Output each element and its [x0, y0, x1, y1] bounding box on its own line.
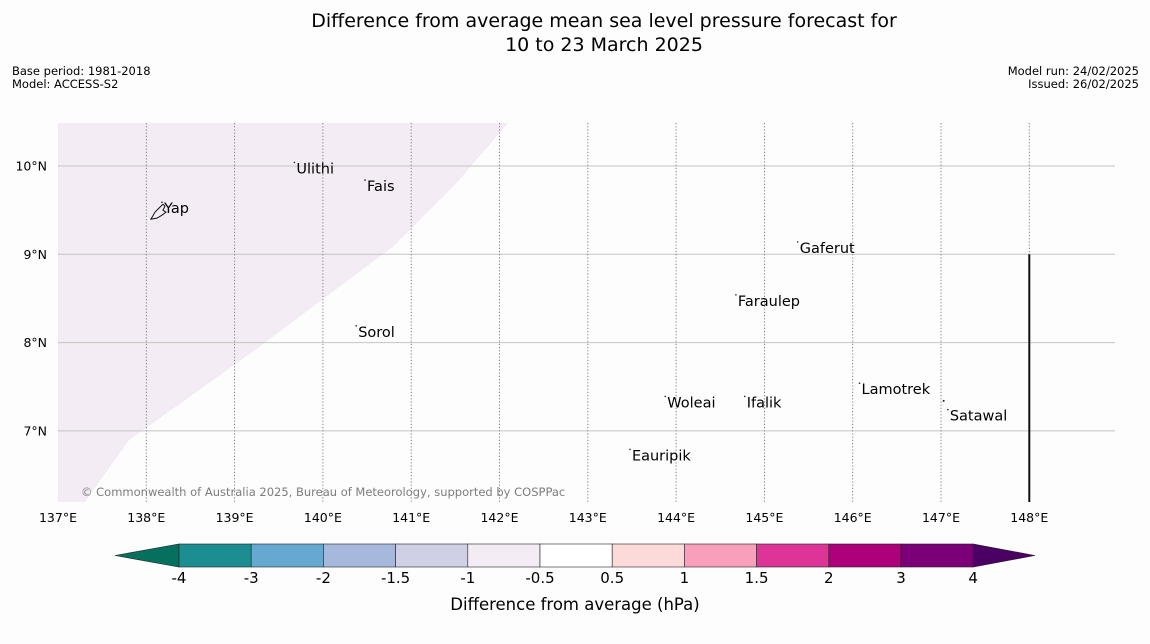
model-run-text: Model run: 24/02/2025: [1007, 64, 1139, 78]
colorbar: -4 -3 -2 -1.5 -1 -0.5 0.5 1 1.5 2 3 4 Difference fro…: [114, 543, 1036, 614]
place-label: Gaferut: [800, 241, 855, 257]
place-label: Yap: [163, 201, 189, 217]
lon-tick-label: 140°E: [304, 510, 342, 525]
shaded-anomaly-region: [58, 123, 508, 502]
colorbar-bin: [828, 543, 902, 568]
colorbar-bin: [900, 543, 974, 568]
lon-tick-label: 139°E: [216, 510, 254, 525]
colorbar-tick-label: -1.5: [381, 569, 410, 587]
colorbar-tick-label: -3: [244, 569, 259, 587]
island-dot: [858, 382, 861, 384]
colorbar-tick-label: -2: [316, 569, 331, 587]
colorbar-extend-high: [972, 543, 1036, 568]
colorbar-bin: [178, 543, 252, 568]
island-dot: [947, 408, 949, 411]
place-label: Satawal: [950, 409, 1007, 425]
lat-tick-label: 7°N: [23, 423, 47, 438]
place-label: Ifalik: [747, 395, 782, 411]
colorbar-bin: [467, 543, 541, 568]
colorbar-bin: [323, 543, 396, 568]
colorbar-bin: [395, 543, 469, 568]
yap-island-shape: [150, 203, 167, 220]
colorbar-tick-label: 0.5: [600, 569, 624, 587]
colorbar-bin: [250, 543, 324, 568]
title-line-1: Difference from average mean sea level p…: [311, 10, 897, 32]
island-dot: [364, 179, 366, 181]
lon-tick-label: 144°E: [657, 510, 695, 525]
place-label: Lamotrek: [862, 382, 931, 398]
base-period-text: Base period: 1981-2018: [12, 64, 151, 78]
place-label: Woleai: [667, 395, 715, 411]
island-dot: [629, 448, 631, 451]
colorbar-title: Difference from average (hPa): [450, 595, 699, 614]
lat-tick-label: 8°N: [23, 335, 47, 350]
colorbar-tick-label: -1: [460, 569, 475, 587]
chart-title: Difference from average mean sea level p…: [0, 9, 1150, 57]
island-dot: [796, 241, 799, 243]
lon-tick-label: 141°E: [392, 510, 430, 525]
lat-tick-label: 10°N: [15, 159, 47, 174]
island-dot: [664, 395, 667, 398]
island-dot: [293, 161, 296, 164]
place-label: Faraulep: [738, 294, 800, 310]
colorbar-tick-label: 2: [824, 569, 834, 587]
place-label: Eauripik: [632, 448, 691, 464]
place-label: Fais: [367, 179, 394, 195]
colorbar-tick-label: 3: [896, 569, 906, 587]
issued-text: Issued: 26/02/2025: [1028, 77, 1139, 91]
lat-tick-label: 9°N: [23, 247, 47, 262]
place-label: Ulithi: [296, 161, 334, 177]
meta-right: Model run: 24/02/2025 Issued: 26/02/2025: [1008, 65, 1139, 91]
island-dot: [743, 395, 746, 398]
model-text: Model: ACCESS-S2: [12, 77, 119, 91]
island-dot: [161, 201, 163, 203]
lon-tick-label: 143°E: [569, 510, 607, 525]
lon-tick-label: 138°E: [127, 510, 165, 525]
lon-tick-label: 146°E: [834, 510, 872, 525]
lon-tick-label: 148°E: [1010, 510, 1048, 525]
copyright-text: © Commonwealth of Australia 2025, Bureau…: [81, 485, 565, 499]
lon-tick-label: 137°E: [39, 510, 77, 525]
colorbar-tick-label: 1.5: [745, 569, 769, 587]
lon-tick-label: 145°E: [745, 510, 783, 525]
colorbar-tick-label: -0.5: [525, 569, 554, 587]
lon-tick-label: 142°E: [480, 510, 518, 525]
colorbar-bin: [684, 543, 757, 568]
colorbar-tick-label: -4: [172, 569, 187, 587]
colorbar-bin: [611, 543, 685, 568]
map-plot-area: Yap Ulithi Fais Sorol Gaferut Faraulep Woleai I…: [15, 123, 1115, 525]
meta-left: Base period: 1981-2018 Model: ACCESS-S2: [12, 65, 151, 91]
colorbar-bin: [756, 543, 830, 568]
colorbar-tick-label: 1: [680, 569, 690, 587]
colorbar-tick-label: 4: [968, 569, 978, 587]
islet-dot: [942, 399, 945, 402]
lon-tick-label: 147°E: [922, 510, 960, 525]
colorbar-bin: [539, 543, 613, 568]
place-label: Sorol: [358, 325, 395, 341]
island-dot: [735, 294, 737, 296]
colorbar-extend-low: [114, 543, 180, 568]
island-dot: [355, 324, 358, 327]
title-line-2: 10 to 23 March 2025: [505, 34, 703, 56]
map-content: Yap Ulithi Fais Sorol Gaferut Faraulep Woleai I…: [58, 123, 1115, 502]
